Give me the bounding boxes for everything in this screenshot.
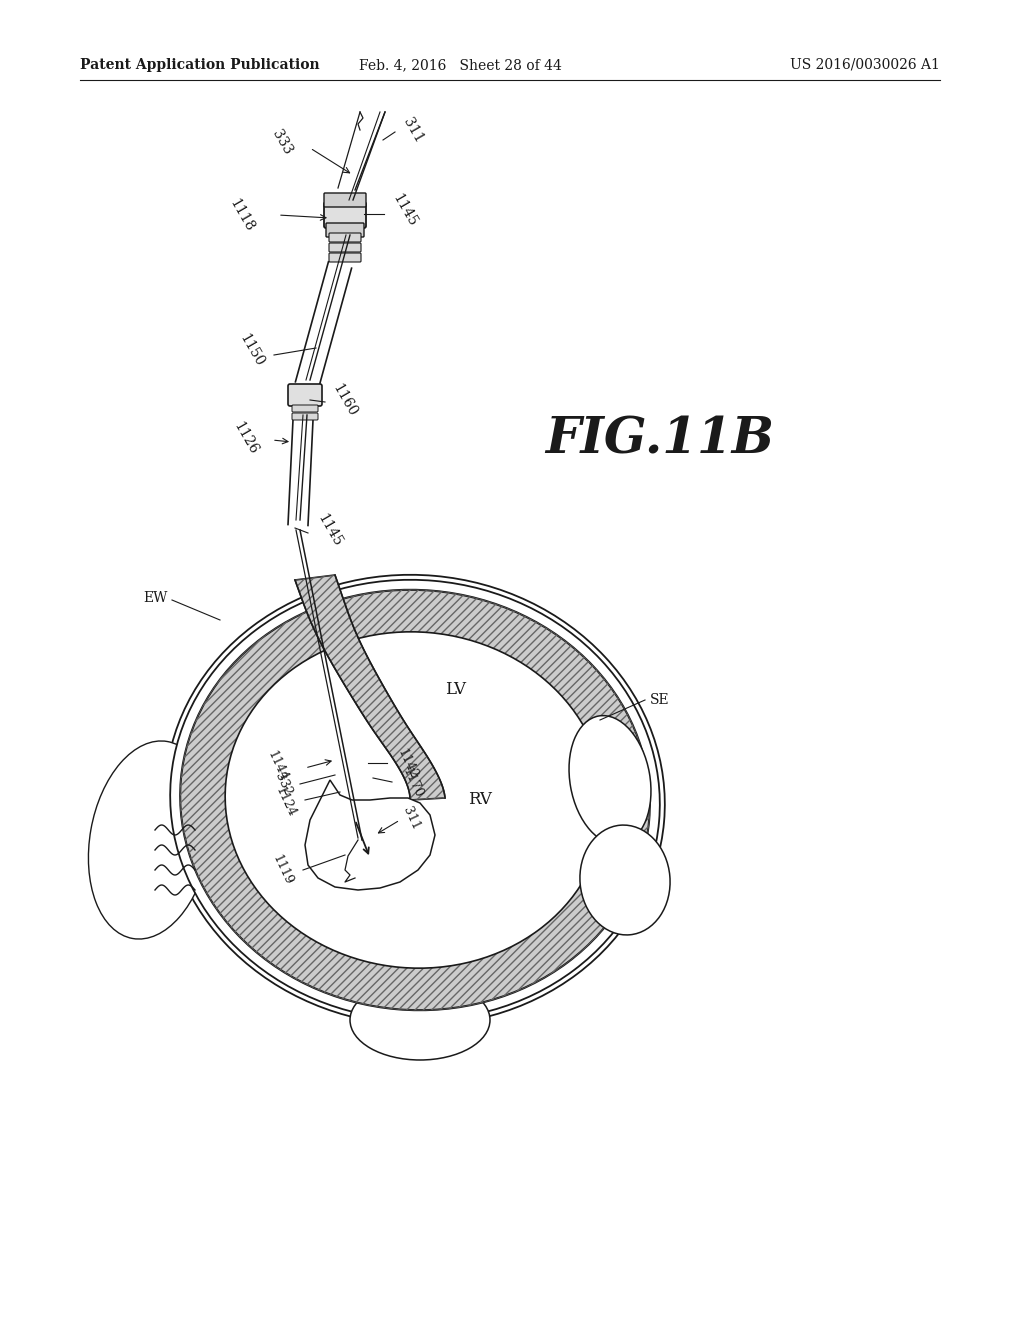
Text: 311: 311 xyxy=(400,804,422,832)
Text: 1150: 1150 xyxy=(237,331,266,368)
Ellipse shape xyxy=(580,825,670,935)
Ellipse shape xyxy=(350,979,490,1060)
FancyBboxPatch shape xyxy=(326,223,364,238)
FancyBboxPatch shape xyxy=(329,253,361,261)
FancyBboxPatch shape xyxy=(324,193,366,207)
Text: 311: 311 xyxy=(400,115,425,145)
Polygon shape xyxy=(295,576,445,800)
FancyBboxPatch shape xyxy=(292,405,318,412)
Text: LV: LV xyxy=(445,681,467,698)
Text: SE: SE xyxy=(650,693,670,708)
Ellipse shape xyxy=(569,715,651,845)
Text: 1124: 1124 xyxy=(272,785,298,820)
Text: US 2016/0030026 A1: US 2016/0030026 A1 xyxy=(791,58,940,73)
Polygon shape xyxy=(305,780,435,890)
Text: FIG.11B: FIG.11B xyxy=(546,416,774,465)
Text: 1119: 1119 xyxy=(269,853,295,887)
Ellipse shape xyxy=(180,590,650,1010)
Text: Feb. 4, 2016   Sheet 28 of 44: Feb. 4, 2016 Sheet 28 of 44 xyxy=(358,58,561,73)
Text: 1144: 1144 xyxy=(264,748,290,783)
Text: 1126: 1126 xyxy=(230,420,260,457)
Text: 1160: 1160 xyxy=(330,381,359,418)
Text: 1145: 1145 xyxy=(315,511,345,549)
FancyBboxPatch shape xyxy=(329,243,361,252)
FancyBboxPatch shape xyxy=(292,413,318,420)
Text: 333: 333 xyxy=(269,127,295,157)
Text: RV: RV xyxy=(468,792,492,808)
Text: EW: EW xyxy=(143,591,168,605)
FancyBboxPatch shape xyxy=(288,384,322,407)
FancyBboxPatch shape xyxy=(329,234,361,242)
Text: 1170: 1170 xyxy=(400,766,425,800)
Ellipse shape xyxy=(88,741,212,939)
Ellipse shape xyxy=(170,579,659,1020)
Text: 332: 332 xyxy=(272,771,294,797)
Text: 1142: 1142 xyxy=(395,747,420,781)
Text: Patent Application Publication: Patent Application Publication xyxy=(80,58,319,73)
FancyBboxPatch shape xyxy=(324,202,366,228)
Ellipse shape xyxy=(225,632,605,968)
Text: 1145: 1145 xyxy=(390,191,420,228)
Text: 1118: 1118 xyxy=(227,197,257,234)
